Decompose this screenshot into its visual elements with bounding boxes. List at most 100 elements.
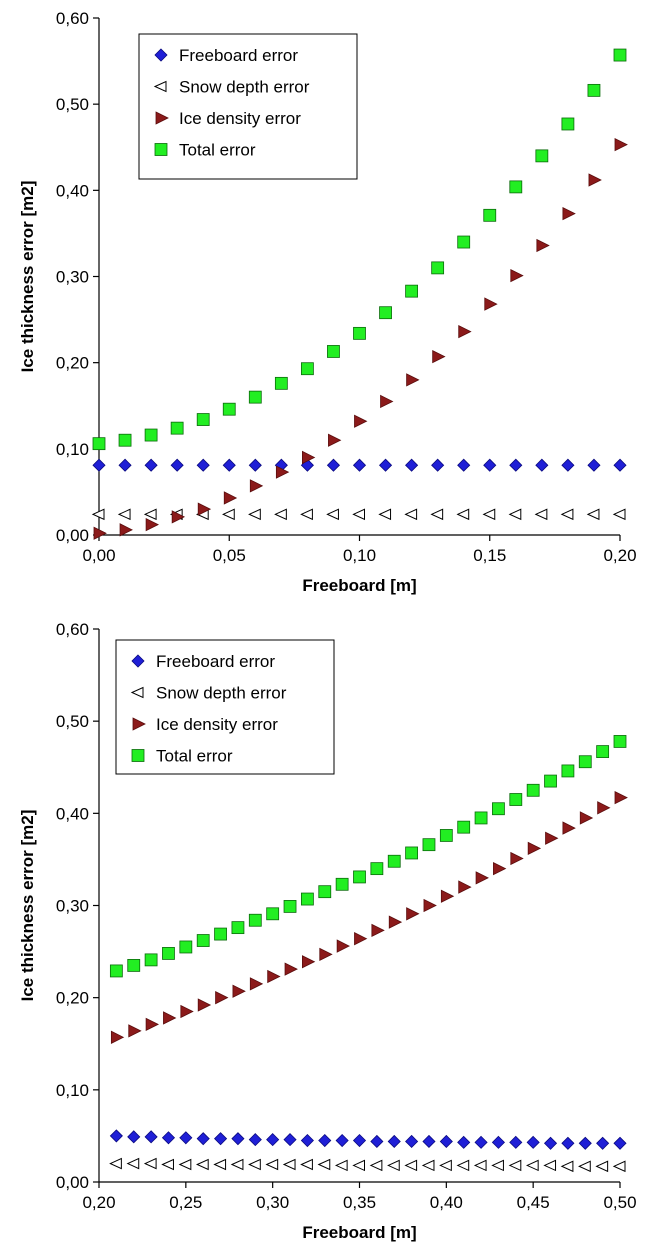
data-point bbox=[370, 862, 384, 876]
y-tick-label: 0,20 bbox=[56, 989, 89, 1008]
data-point bbox=[143, 508, 157, 521]
chart-bottom: 0,00 0,10 0,20 0,30 0,40 0,50 0,60 0,20 0,25 0,30… bbox=[0, 620, 653, 1255]
data-point bbox=[92, 437, 106, 451]
data-point bbox=[387, 1134, 401, 1149]
data-point bbox=[560, 508, 574, 521]
data-point bbox=[334, 1159, 348, 1172]
data-point bbox=[352, 1159, 365, 1172]
data-point bbox=[440, 889, 455, 903]
legend-label: Ice density error bbox=[156, 715, 278, 734]
data-point bbox=[404, 508, 418, 521]
data-point bbox=[197, 502, 212, 516]
series-ice-density-error bbox=[93, 138, 628, 540]
data-point bbox=[145, 1017, 159, 1032]
data-point bbox=[353, 326, 366, 340]
data-point bbox=[473, 1159, 487, 1172]
data-point bbox=[596, 1136, 610, 1150]
data-point bbox=[578, 755, 592, 769]
data-point bbox=[222, 402, 236, 416]
data-point bbox=[335, 877, 349, 891]
data-point bbox=[93, 526, 107, 540]
data-point bbox=[545, 831, 559, 845]
data-point bbox=[119, 523, 133, 537]
data-point bbox=[170, 458, 184, 472]
data-point bbox=[127, 959, 141, 972]
data-point bbox=[405, 458, 419, 472]
data-point bbox=[171, 510, 186, 524]
legend-label: Snow depth error bbox=[156, 684, 287, 703]
data-point bbox=[587, 83, 601, 97]
data-point bbox=[196, 1132, 210, 1146]
data-point bbox=[178, 1158, 192, 1171]
data-point bbox=[274, 376, 288, 390]
legend-label: Total error bbox=[179, 141, 256, 160]
data-point bbox=[326, 508, 339, 521]
data-point bbox=[509, 1135, 523, 1149]
data-point bbox=[508, 1159, 522, 1172]
data-point bbox=[232, 984, 246, 998]
legend-marker bbox=[132, 717, 146, 731]
data-point bbox=[387, 1159, 400, 1172]
data-point bbox=[248, 913, 262, 927]
data-point bbox=[109, 964, 123, 978]
data-point bbox=[317, 1158, 331, 1171]
data-point bbox=[526, 783, 540, 797]
x-tick-label: 0,05 bbox=[213, 546, 246, 565]
data-point bbox=[510, 268, 524, 283]
data-point bbox=[544, 774, 557, 788]
data-point bbox=[249, 479, 264, 493]
data-point bbox=[283, 900, 297, 913]
data-point bbox=[474, 811, 488, 825]
data-point bbox=[213, 1158, 227, 1171]
data-point bbox=[222, 508, 235, 521]
data-point bbox=[301, 955, 316, 969]
data-point bbox=[560, 1160, 574, 1173]
data-point bbox=[110, 1030, 125, 1044]
data-point bbox=[231, 1132, 245, 1146]
data-point bbox=[282, 1158, 296, 1171]
data-point bbox=[318, 1133, 332, 1148]
legend-label: Snow depth error bbox=[179, 78, 310, 97]
x-tick-label: 0,30 bbox=[256, 1193, 289, 1212]
x-axis-title: Freeboard [m] bbox=[302, 1223, 416, 1242]
data-point bbox=[509, 180, 523, 194]
legend-box bbox=[138, 33, 358, 180]
y-tick-label: 0,00 bbox=[56, 1173, 89, 1192]
x-tick-label: 0,25 bbox=[169, 1193, 202, 1212]
data-point bbox=[422, 1134, 436, 1149]
data-point bbox=[458, 880, 472, 894]
data-point bbox=[109, 1129, 123, 1143]
data-point bbox=[300, 508, 313, 521]
legend-label: Total error bbox=[156, 747, 233, 766]
data-point bbox=[319, 947, 333, 961]
y-tick-label: 0,60 bbox=[56, 9, 89, 28]
data-point bbox=[543, 1159, 557, 1172]
data-point bbox=[248, 458, 262, 472]
x-tick-label: 0,50 bbox=[603, 1193, 636, 1212]
data-point bbox=[196, 458, 210, 472]
data-point bbox=[493, 861, 507, 876]
data-point bbox=[562, 206, 576, 221]
data-point bbox=[223, 491, 238, 505]
data-point bbox=[439, 1159, 452, 1172]
data-point bbox=[214, 1132, 228, 1146]
y-tick-label: 0,30 bbox=[56, 268, 89, 287]
data-point bbox=[248, 1158, 261, 1171]
data-point bbox=[543, 1136, 558, 1150]
legend: Freeboard error Snow depth error Ice densi… bbox=[115, 639, 335, 775]
data-point bbox=[300, 892, 314, 906]
y-tick-label: 0,10 bbox=[56, 440, 89, 459]
data-point bbox=[215, 991, 229, 1005]
data-point bbox=[353, 870, 366, 884]
chart-bottom-svg: 0,00 0,10 0,20 0,30 0,40 0,50 0,60 0,20 0,25 0,30… bbox=[18, 620, 637, 1242]
data-point bbox=[388, 915, 403, 929]
data-point bbox=[387, 854, 401, 868]
legend-box bbox=[115, 639, 335, 775]
data-point bbox=[180, 1004, 194, 1019]
data-point bbox=[163, 1011, 177, 1025]
x-tick-label: 0,20 bbox=[82, 1193, 115, 1212]
data-point bbox=[336, 939, 351, 953]
data-point bbox=[196, 413, 210, 426]
data-point bbox=[561, 117, 575, 131]
data-point bbox=[327, 345, 340, 358]
